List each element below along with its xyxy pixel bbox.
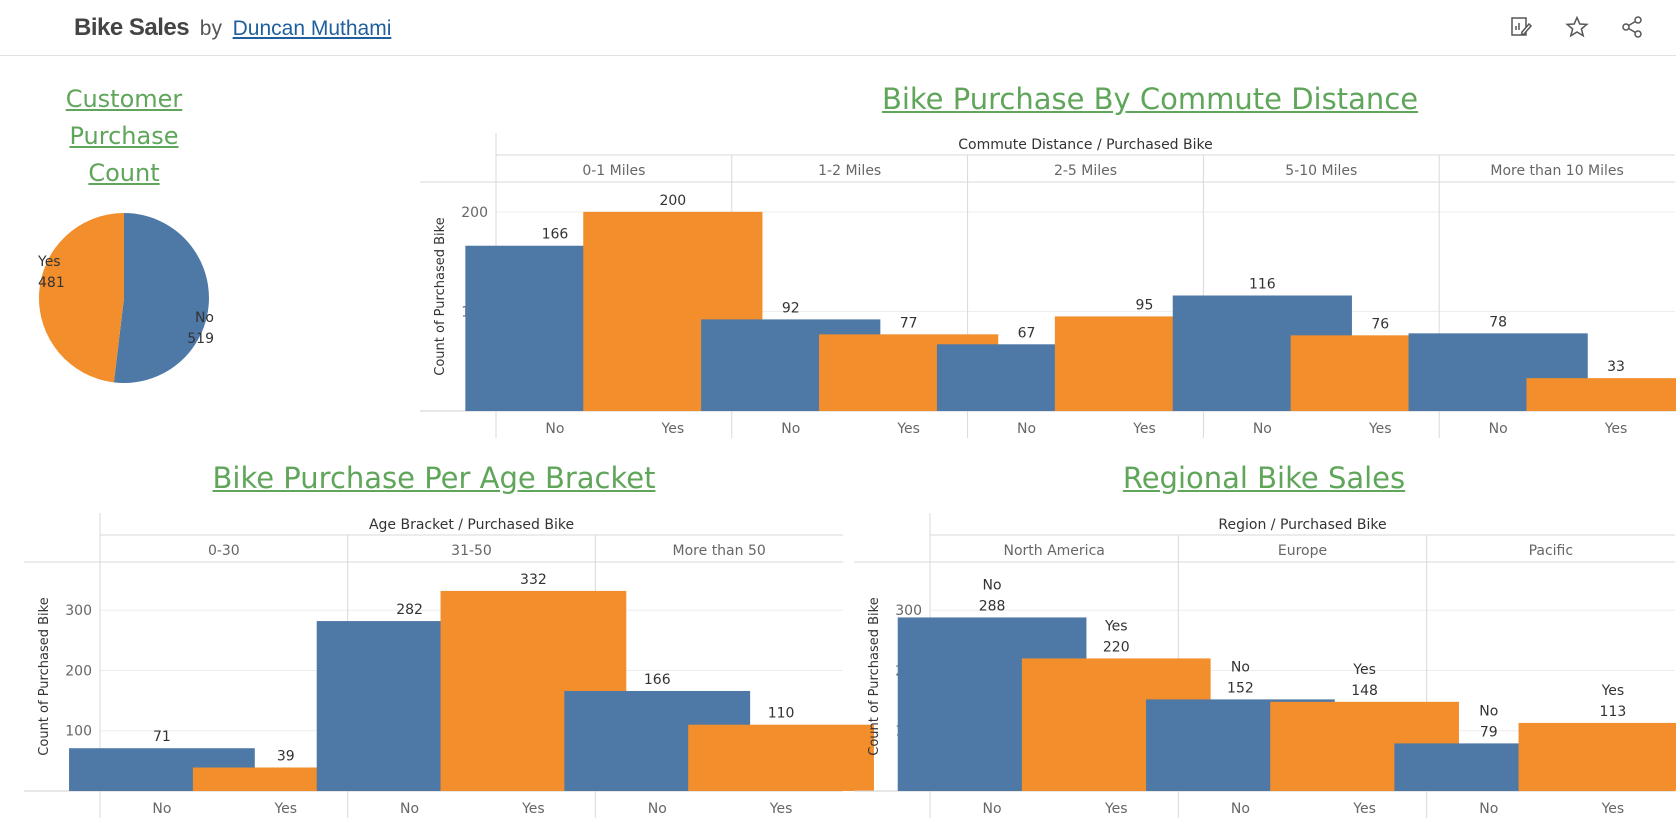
bar-value-label: 166 [542,227,569,243]
x-tick-label: No [781,421,800,437]
y-axis-label: Count of Purchased Bike [433,217,448,375]
bar-value-label: 200 [659,193,686,209]
share-icon[interactable] [1617,12,1647,42]
bar-value-label: 67 [1018,325,1036,341]
bar-yes [1518,722,1676,791]
edit-icon[interactable] [1506,12,1536,42]
x-tick-label: No [1017,421,1036,437]
y-tick-label: 200 [461,205,488,221]
column-header-pacific: Pacific [1529,543,1574,559]
x-tick-label: No [648,801,667,817]
column-header-europe: Europe [1278,543,1327,559]
y-tick-label: 300 [895,603,922,619]
workbook-title: Bike Sales [74,14,190,41]
x-tick-label: No [1479,801,1498,817]
author-link[interactable]: Duncan Muthami [232,17,392,40]
column-header-31-50: 31-50 [451,543,492,559]
x-tick-label: No [1489,421,1508,437]
pie-label-no: No [195,310,214,326]
x-tick-label: Yes [1601,801,1625,817]
x-tick-label: Yes [521,801,545,817]
x-tick-label: Yes [661,421,685,437]
y-axis-label: Count of Purchased Bike [867,597,882,755]
y-tick-label: 100 [65,724,92,740]
pie-label-yes: Yes [37,254,61,270]
x-tick-label: No [1231,801,1250,817]
x-tick-label: Yes [1604,421,1628,437]
bar-category-label: Yes [1104,618,1128,634]
column-header-0-1-miles: 0-1 Miles [582,163,645,179]
y-tick-label: 200 [65,663,92,679]
bar-value-label: 92 [782,300,800,316]
bar-yes [1526,378,1676,411]
chart-header-label: Commute Distance / Purchased Bike [958,137,1213,153]
column-header-2-5-miles: 2-5 Miles [1054,163,1117,179]
bar-category-label: No [983,577,1002,593]
bar-value-label: 78 [1489,314,1507,330]
pie-chart-title: Customer Purchase Count [65,85,183,187]
x-tick-label: Yes [769,801,793,817]
bar-value-label: 148 [1351,683,1378,699]
bar-value-label: 166 [644,672,671,688]
x-tick-label: Yes [1132,421,1156,437]
bar-value-label: 220 [1103,639,1130,655]
bar-value-label: 76 [1371,316,1389,332]
bar-value-label: 95 [1136,297,1154,313]
age-chart-title: Bike Purchase Per Age Bracket [212,461,656,495]
bar-value-label: 33 [1607,359,1625,375]
column-header-0-30: 0-30 [208,543,240,559]
pie-slice-no [113,213,209,383]
x-tick-label: No [400,801,419,817]
bar-category-label: Yes [1601,683,1625,699]
y-axis-label: Count of Purchased Bike [37,597,52,755]
bar-yes [688,724,874,791]
star-icon[interactable] [1562,12,1592,42]
x-tick-label: No [545,421,564,437]
commute-chart-title: Bike Purchase By Commute Distance [881,82,1419,116]
bar-value-label: 113 [1600,704,1627,720]
bar-value-label: 71 [153,729,171,745]
bar-value-label: 288 [979,598,1006,614]
column-header-more-than-10-miles: More than 10 Miles [1490,163,1623,179]
bar-value-label: 79 [1480,724,1498,740]
pie-value-yes: 481 [38,275,65,291]
x-tick-label: Yes [1104,801,1128,817]
column-header-north-america: North America [1003,543,1104,559]
x-tick-label: Yes [1352,801,1376,817]
chart-header-label: Age Bracket / Purchased Bike [369,517,574,533]
bar-category-label: No [1231,659,1250,675]
x-tick-label: Yes [273,801,297,817]
pie-slice-yes [38,212,124,383]
bar-value-label: 282 [396,602,423,618]
column-header-5-10-miles: 5-10 Miles [1285,163,1357,179]
y-tick-label: 300 [65,603,92,619]
workbook-heading: Bike Sales by Duncan Muthami [74,14,391,42]
bar-category-label: No [1479,703,1498,719]
by-label: by [199,17,222,40]
x-tick-label: No [983,801,1002,817]
region-chart-title: Regional Bike Sales [1122,461,1406,495]
column-header-1-2-miles: 1-2 Miles [818,163,881,179]
bar-value-label: 116 [1249,277,1276,293]
bar-value-label: 152 [1227,680,1254,696]
x-tick-label: No [1253,421,1272,437]
bar-value-label: 39 [277,748,295,764]
bar-value-label: 110 [768,706,795,722]
column-header-more-than-50: More than 50 [673,543,766,559]
bar-category-label: Yes [1352,662,1376,678]
x-tick-label: No [152,801,171,817]
bar-value-label: 77 [900,315,918,331]
top-bar: Bike Sales by Duncan Muthami [0,0,1676,56]
x-tick-label: Yes [1368,421,1392,437]
pie-value-no: 519 [187,331,214,347]
chart-header-label: Region / Purchased Bike [1218,517,1386,533]
x-tick-label: Yes [896,421,920,437]
bar-value-label: 332 [520,572,547,588]
